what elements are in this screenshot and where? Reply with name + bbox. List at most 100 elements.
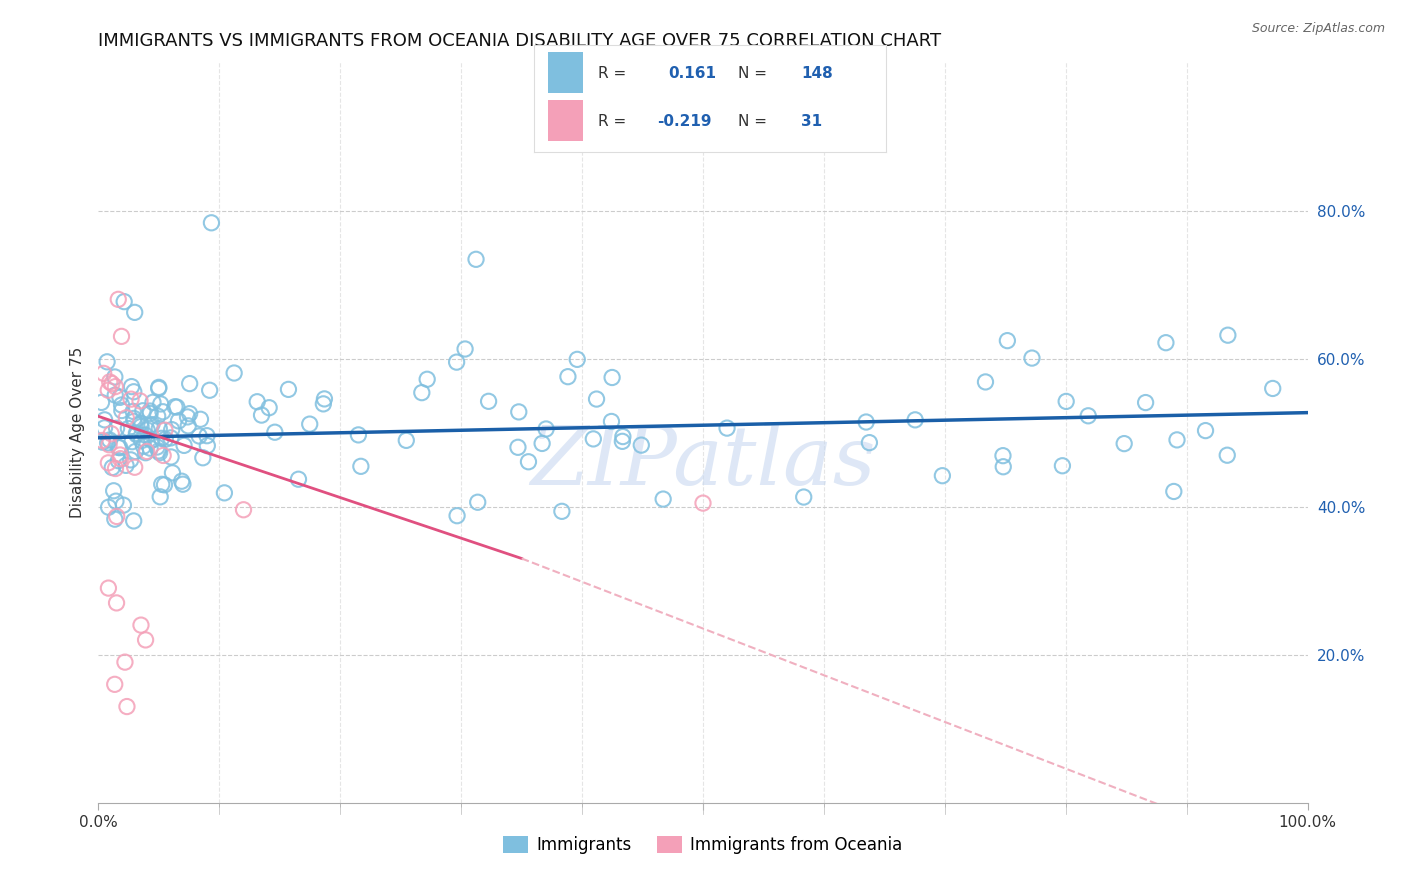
Point	[517, 455, 540, 469]
Point	[508, 405, 530, 419]
Point	[125, 426, 148, 441]
Point	[347, 428, 370, 442]
Point	[104, 677, 127, 691]
Point	[600, 370, 623, 384]
Point	[600, 414, 623, 428]
Bar	[548, 100, 583, 141]
Point	[115, 699, 138, 714]
Point	[104, 461, 127, 475]
Point	[97, 581, 120, 595]
Point	[162, 466, 184, 480]
Point	[263, 425, 285, 440]
Point	[115, 410, 138, 425]
Point	[122, 414, 145, 428]
Point	[1163, 484, 1185, 499]
Point	[141, 417, 163, 432]
Point	[135, 444, 157, 458]
Point	[224, 366, 246, 380]
Point	[146, 409, 169, 424]
Point	[135, 632, 157, 647]
Point	[195, 439, 218, 453]
Point	[112, 498, 135, 512]
Point	[478, 394, 501, 409]
Point	[129, 393, 152, 408]
Point	[148, 381, 170, 395]
Point	[120, 392, 142, 406]
Point	[179, 407, 201, 421]
Point	[416, 372, 439, 386]
Point	[110, 398, 132, 412]
Text: R =: R =	[598, 114, 626, 129]
Point	[149, 490, 172, 504]
Point	[974, 375, 997, 389]
Point	[124, 460, 146, 475]
Bar	[548, 52, 583, 93]
Point	[995, 334, 1018, 348]
Point	[152, 405, 174, 419]
Point	[104, 388, 127, 402]
Point	[91, 434, 114, 448]
Text: N =: N =	[738, 114, 768, 129]
Point	[1135, 395, 1157, 409]
Point	[129, 419, 152, 434]
Point	[163, 400, 186, 414]
Point	[557, 369, 579, 384]
Point	[104, 512, 127, 526]
Point	[152, 449, 174, 463]
Point	[132, 403, 155, 417]
Point	[104, 379, 127, 393]
Point	[159, 431, 181, 445]
Point	[139, 404, 162, 418]
Point	[167, 414, 190, 428]
Text: R =: R =	[598, 66, 626, 81]
Point	[98, 433, 121, 447]
Point	[195, 428, 218, 442]
Point	[1261, 381, 1284, 395]
Point	[98, 438, 121, 452]
Point	[692, 496, 714, 510]
Point	[90, 395, 112, 409]
Point	[446, 355, 468, 369]
Point	[612, 429, 634, 443]
Point	[312, 397, 335, 411]
Point	[148, 444, 170, 458]
Point	[446, 508, 468, 523]
Point	[98, 375, 121, 389]
Y-axis label: Disability Age Over 75: Disability Age Over 75	[69, 347, 84, 518]
Point	[149, 397, 172, 411]
Point	[135, 446, 157, 460]
Point	[1052, 458, 1074, 473]
Point	[411, 385, 433, 400]
Point	[298, 417, 321, 431]
Point	[124, 305, 146, 319]
Point	[612, 434, 634, 449]
Point	[287, 472, 309, 486]
Point	[136, 423, 159, 437]
Point	[93, 413, 115, 427]
Point	[1194, 424, 1216, 438]
Point	[107, 293, 129, 307]
Point	[97, 500, 120, 515]
Point	[149, 446, 172, 460]
Point	[1021, 351, 1043, 365]
Point	[134, 428, 156, 442]
Point	[100, 426, 122, 441]
Point	[551, 504, 574, 518]
Point	[200, 216, 222, 230]
Point	[246, 394, 269, 409]
Point	[108, 441, 131, 455]
Point	[531, 436, 554, 450]
Point	[179, 376, 201, 391]
Point	[173, 438, 195, 452]
Point	[105, 421, 128, 435]
Point	[250, 408, 273, 422]
Point	[155, 432, 177, 446]
Text: 31: 31	[801, 114, 823, 129]
Point	[122, 384, 145, 399]
Point	[142, 395, 165, 409]
Point	[160, 423, 183, 437]
Point	[105, 509, 128, 524]
Point	[115, 458, 138, 473]
Point	[108, 448, 131, 462]
Point	[97, 435, 120, 450]
